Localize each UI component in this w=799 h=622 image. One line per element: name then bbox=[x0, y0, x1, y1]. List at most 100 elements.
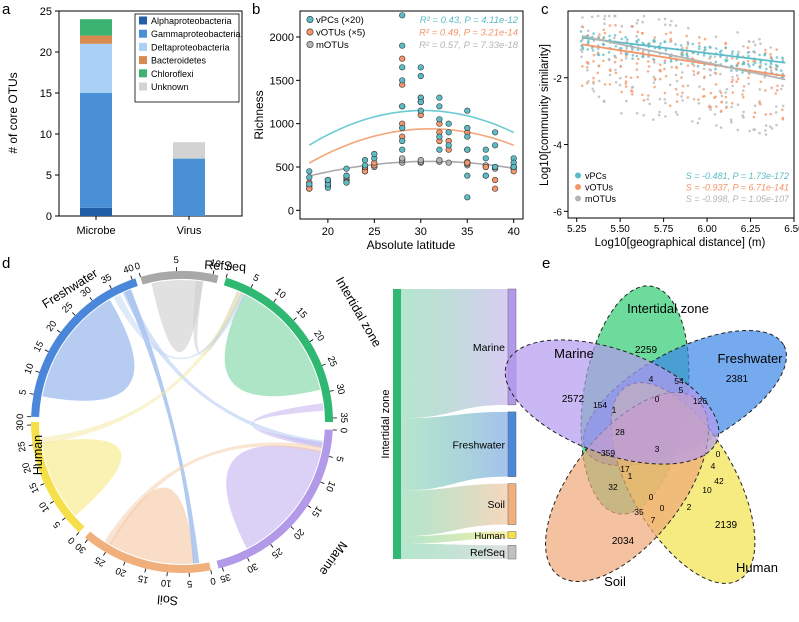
venn-count: 35 bbox=[634, 507, 644, 517]
venn-count: 2034 bbox=[612, 536, 635, 547]
chord-sector bbox=[223, 277, 333, 422]
data-point-c bbox=[696, 64, 700, 68]
data-point-c bbox=[586, 69, 589, 72]
data-point-c bbox=[692, 70, 695, 73]
data-point-c bbox=[659, 42, 662, 45]
data-point-c bbox=[731, 84, 734, 88]
data-point-c bbox=[781, 116, 785, 120]
data-point-c bbox=[636, 48, 640, 52]
data-point-b bbox=[306, 174, 313, 181]
x-tick-label-a: Virus bbox=[177, 225, 202, 237]
data-point-c bbox=[730, 69, 733, 72]
data-point-b bbox=[510, 163, 517, 171]
data-point-c bbox=[720, 109, 723, 113]
y-tick-label-c: -2 bbox=[553, 74, 562, 85]
data-point-c bbox=[614, 81, 618, 84]
data-point-c bbox=[747, 76, 750, 80]
data-point-c bbox=[652, 81, 656, 85]
data-point-c bbox=[776, 84, 779, 88]
data-point-b bbox=[361, 157, 369, 164]
data-point-c bbox=[613, 60, 617, 64]
stat-label-c: S = -0.998, P = 1.05e-107 bbox=[686, 194, 790, 204]
chord-tick-label: 30 bbox=[245, 560, 259, 575]
data-point-c bbox=[664, 23, 667, 27]
data-point-b bbox=[417, 64, 424, 71]
data-point-c bbox=[752, 40, 755, 43]
data-point-c bbox=[659, 69, 662, 72]
data-point-c bbox=[624, 57, 628, 60]
data-point-c bbox=[752, 63, 755, 66]
bar-segment bbox=[80, 207, 112, 216]
chord-tick bbox=[56, 329, 61, 333]
data-point-c bbox=[719, 126, 723, 129]
y-tick-label-c: -6 bbox=[553, 207, 562, 218]
data-point-c bbox=[702, 88, 705, 91]
data-point-c bbox=[775, 105, 778, 108]
data-point-c bbox=[696, 72, 700, 75]
chord-tick-label: 30 bbox=[15, 420, 26, 431]
data-point-c bbox=[730, 101, 734, 105]
legend-marker-b bbox=[306, 40, 314, 48]
legend-label-a: Bacteroidetes bbox=[151, 56, 207, 66]
chord-ribbon bbox=[41, 439, 122, 516]
scatter-chart-c: Log10[geographical distance] (m) Log10[c… bbox=[539, 10, 799, 249]
data-point-c bbox=[754, 61, 757, 64]
legend-label-b: vPCs (×20) bbox=[316, 15, 364, 26]
data-point-c bbox=[674, 73, 678, 77]
data-point-c bbox=[763, 75, 766, 79]
data-point-b bbox=[436, 116, 443, 123]
data-point-c bbox=[675, 66, 678, 70]
x-axis-label-b: Absolute latitude bbox=[367, 238, 456, 252]
data-point-c bbox=[681, 84, 685, 88]
sankey-source-label: Intertidal zone bbox=[380, 389, 392, 458]
data-point-c bbox=[597, 64, 601, 68]
data-point-c bbox=[663, 98, 666, 101]
data-point-c bbox=[652, 39, 656, 42]
sankey-source-bar bbox=[393, 289, 401, 559]
chord-tick-label: 40 bbox=[122, 263, 136, 277]
data-point-c bbox=[769, 53, 772, 56]
data-point-c bbox=[735, 64, 739, 67]
chord-tick bbox=[210, 570, 212, 575]
data-point-c bbox=[736, 103, 740, 106]
data-point-c bbox=[664, 101, 667, 105]
chord-tick-label: 10 bbox=[160, 577, 172, 589]
data-point-c bbox=[769, 55, 773, 59]
chord-tick bbox=[35, 370, 40, 373]
data-point-c bbox=[603, 83, 607, 86]
data-point-b bbox=[445, 159, 452, 166]
stat-label-c: S = -0.937, P = 6.71e-141 bbox=[686, 183, 789, 193]
data-point-b bbox=[436, 133, 443, 140]
data-point-c bbox=[685, 46, 689, 49]
data-point-c bbox=[714, 72, 718, 75]
chord-tick-label: 5 bbox=[333, 455, 345, 463]
data-point-c bbox=[713, 113, 717, 116]
sankey-target-label: Human bbox=[474, 531, 505, 542]
data-point-c bbox=[758, 100, 761, 103]
sankey-target-bar bbox=[507, 531, 517, 539]
venn-count: 1 bbox=[628, 471, 633, 481]
x-axis-label-c: Log10[geographical distance] (m) bbox=[595, 237, 766, 249]
data-point-c bbox=[769, 46, 772, 49]
venn-count: 0 bbox=[649, 492, 654, 502]
chord-tick-label: 0 bbox=[338, 428, 349, 434]
data-point-c bbox=[764, 113, 768, 116]
data-point-c bbox=[669, 60, 673, 63]
chord-tick bbox=[44, 349, 49, 353]
data-point-c bbox=[668, 104, 672, 107]
data-point-c bbox=[736, 31, 739, 34]
data-point-c bbox=[614, 23, 617, 27]
bar-segment bbox=[80, 93, 112, 208]
data-point-c bbox=[591, 49, 595, 52]
data-point-c bbox=[670, 65, 673, 69]
data-point-c bbox=[608, 24, 612, 27]
legend-label-a: Gammaproteobacteria bbox=[151, 29, 241, 39]
y-tick-label-b: 500 bbox=[276, 162, 294, 174]
chord-tick bbox=[328, 456, 333, 458]
data-point-b bbox=[464, 133, 471, 140]
data-point-b bbox=[399, 146, 406, 153]
data-point-c bbox=[686, 96, 690, 99]
chord-tick-label: 20 bbox=[114, 564, 128, 578]
data-point-c bbox=[731, 75, 734, 79]
sankey-d: Intertidal zone Marine Freshwater Soil Human… bbox=[380, 288, 517, 560]
